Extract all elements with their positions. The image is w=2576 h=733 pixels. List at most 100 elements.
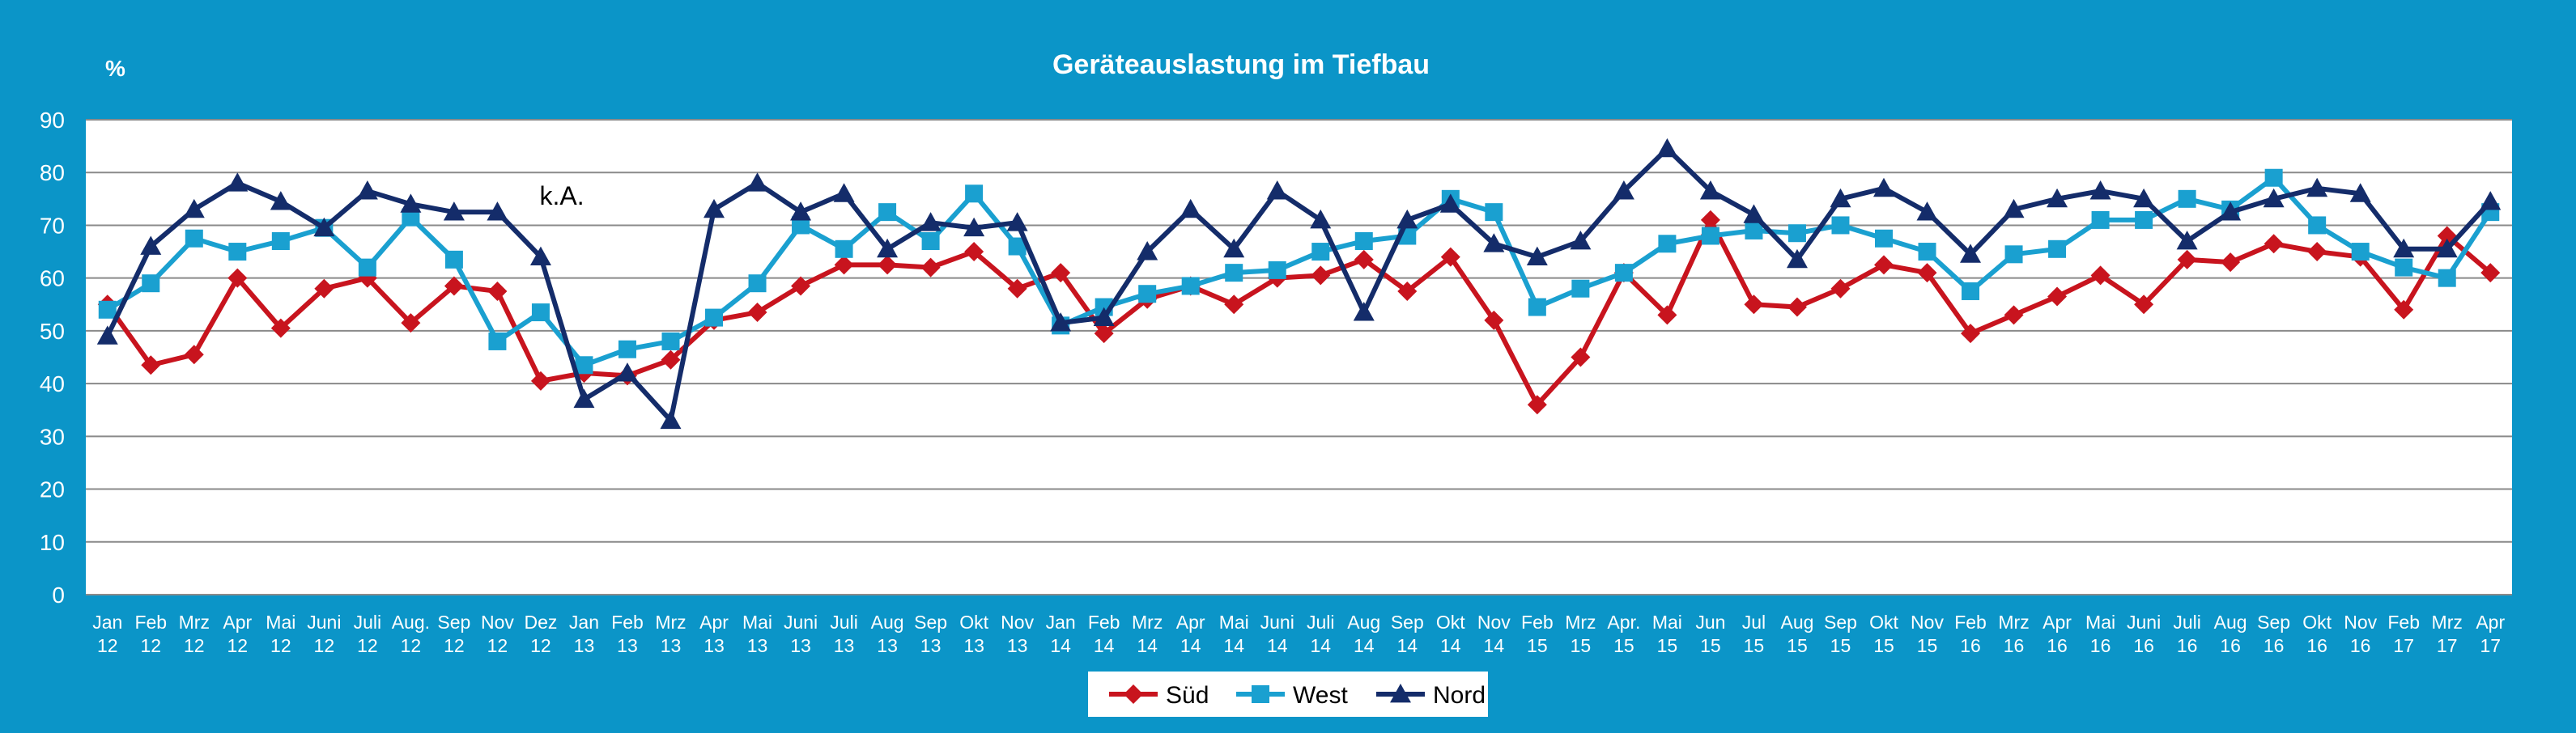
data-point-west [1701, 227, 1719, 245]
x-tick-label-month: Okt [1436, 612, 1465, 633]
y-tick-label: 10 [40, 530, 65, 555]
x-tick-label-year: 15 [1657, 635, 1678, 656]
data-point-sued [2090, 265, 2111, 286]
x-tick-label-year: 15 [1787, 635, 1808, 656]
x-tick-label-year: 13 [661, 635, 682, 656]
x-tick-label-month: Mrz [2432, 612, 2463, 633]
x-tick-label-month: Juli [1307, 612, 1335, 633]
x-tick-label-month: Sep [1391, 612, 1424, 633]
x-tick-label-year: 12 [314, 635, 335, 656]
y-tick-label: 0 [52, 583, 65, 608]
data-point-nord [2176, 231, 2198, 250]
x-tick-label-year: 12 [97, 635, 118, 656]
data-point-sued [1917, 263, 1937, 283]
data-point-west [142, 274, 160, 293]
data-point-west [965, 184, 984, 203]
plot-area [86, 120, 2512, 595]
x-tick-label-month: Mai [266, 612, 295, 633]
data-point-nord [1439, 193, 1461, 213]
x-tick-label-year: 15 [1873, 635, 1894, 656]
data-point-nord [2349, 183, 2371, 202]
x-tick-label-month: Jan [1046, 612, 1076, 633]
data-point-sued [2394, 299, 2414, 320]
data-point-nord [487, 201, 508, 221]
data-point-nord [616, 362, 638, 382]
x-tick-label-year: 13 [704, 635, 725, 656]
x-tick-label-year: 16 [2047, 635, 2068, 656]
x-tick-label-month: Dez [524, 612, 557, 633]
data-point-sued [2480, 263, 2501, 283]
legend-label: Süd [1166, 682, 1209, 709]
x-tick-label-year: 14 [1396, 635, 1418, 656]
x-tick-label-month: Sep [2257, 612, 2290, 633]
x-tick-label-year: 15 [1830, 635, 1851, 656]
data-point-nord [2263, 188, 2285, 208]
data-point-nord [2003, 198, 2025, 218]
x-tick-label-month: Nov [1477, 612, 1511, 633]
x-tick-label-year: 15 [1700, 635, 1721, 656]
x-tick-label-year: 14 [1094, 635, 1115, 656]
x-tick-label-month: Nov [481, 612, 514, 633]
x-tick-label-month: Mrz [179, 612, 210, 633]
x-tick-label-year: 15 [1917, 635, 1938, 656]
data-point-sued [1830, 278, 1851, 299]
x-tick-label-month: Sep [1824, 612, 1857, 633]
data-point-west [1745, 221, 1763, 239]
data-point-sued [270, 318, 291, 338]
x-tick-label-month: Mai [1652, 612, 1682, 633]
y-tick-label: 70 [40, 213, 65, 238]
data-point-sued [1527, 395, 1547, 415]
x-tick-label-month: Apr [2043, 612, 2072, 633]
x-tick-label-year: 17 [2480, 635, 2501, 656]
y-tick-label: 30 [40, 424, 65, 449]
x-tick-label-year: 12 [444, 635, 465, 656]
data-point-sued [2134, 294, 2154, 315]
data-point-nord [746, 172, 768, 192]
data-point-nord [2133, 188, 2155, 208]
data-point-nord [1483, 233, 1505, 252]
y-tick-label: 60 [40, 266, 65, 291]
x-tick-label-month: Aug [1347, 612, 1380, 633]
x-tick-label-month: Jun [1695, 612, 1725, 633]
y-tick-label: 90 [40, 108, 65, 133]
x-tick-label-month: Aug [2214, 612, 2247, 633]
y-tick-label: 40 [40, 371, 65, 396]
legend-item-west: West [1236, 682, 1348, 709]
data-point-west [1874, 229, 1893, 248]
x-tick-label-year: 12 [227, 635, 249, 656]
x-tick-label-year: 17 [2437, 635, 2458, 656]
data-point-nord [1050, 312, 1072, 332]
data-point-west [1787, 224, 1806, 243]
data-point-nord [1310, 209, 1332, 229]
x-tick-label-month: Jul [1742, 612, 1766, 633]
x-tick-label-year: 15 [1527, 635, 1548, 656]
data-point-nord [140, 235, 162, 255]
data-point-west [748, 274, 767, 293]
data-point-west [228, 243, 247, 261]
x-tick-label-year: 14 [1267, 635, 1288, 656]
data-point-nord [2393, 238, 2415, 258]
data-point-west [921, 232, 940, 251]
data-point-west [705, 308, 724, 327]
data-point-nord [1743, 204, 1765, 223]
x-tick-label-year: 14 [1137, 635, 1158, 656]
x-tick-label-year: 13 [1007, 635, 1028, 656]
series-nord [96, 138, 2502, 430]
x-tick-label-year: 13 [920, 635, 942, 656]
y-tick-label: 80 [40, 160, 65, 185]
data-point-sued [487, 281, 508, 301]
x-tick-label-month: Okt [2302, 612, 2332, 633]
x-tick-label-month: Jan [569, 612, 599, 633]
data-point-sued [791, 276, 811, 296]
legend-swatch-marker [1252, 685, 1269, 703]
x-tick-label-month: Juni [307, 612, 341, 633]
x-tick-label-year: 17 [2393, 635, 2414, 656]
data-point-sued [1397, 281, 1418, 301]
data-point-nord [1960, 244, 1982, 263]
x-tick-label-year: 16 [2350, 635, 2371, 656]
x-tick-label-month: Mrz [655, 612, 686, 633]
data-point-west [2395, 258, 2413, 277]
data-point-west [1485, 203, 1503, 222]
